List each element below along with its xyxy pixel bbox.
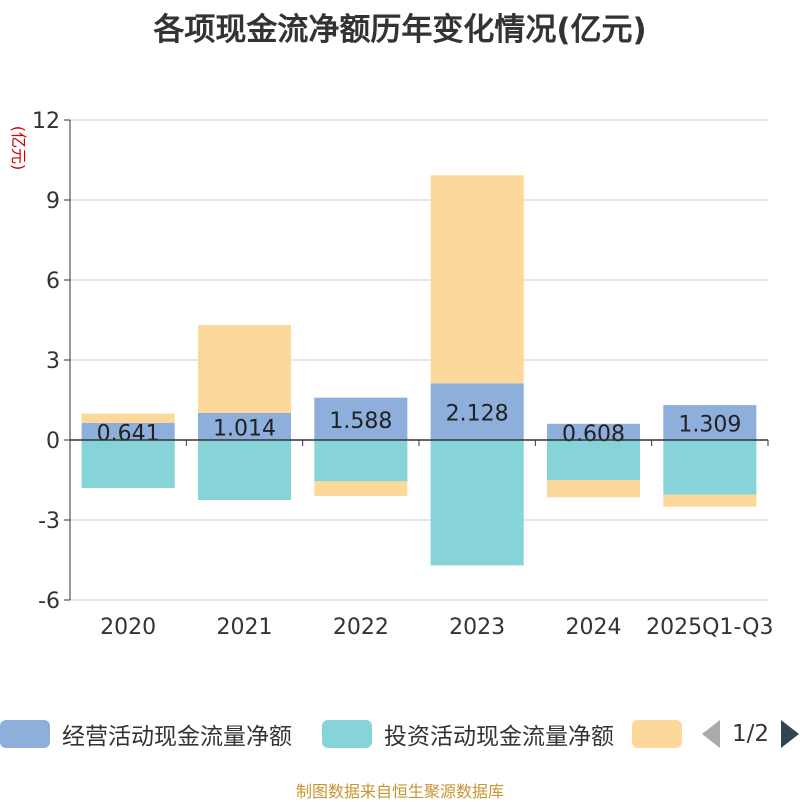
data-label: 2.128 (446, 402, 509, 427)
bar-investing (663, 440, 757, 495)
legend-swatch-financing (632, 720, 682, 748)
chart-title: 各项现金流净额历年变化情况(亿元) (153, 12, 647, 48)
bar-investing (314, 440, 408, 482)
legend-pager: 1/2 (702, 712, 800, 756)
bar-operating (197, 412, 292, 440)
x-tick-label: 2023 (449, 615, 505, 640)
y-axis-label: (亿元) (9, 126, 28, 171)
bar-operating (546, 423, 641, 440)
bar-operating (663, 405, 757, 440)
y-tick-label: -6 (38, 589, 60, 614)
y-tick-label: 9 (46, 189, 60, 214)
data-label: 0.608 (562, 422, 625, 447)
y-tick-label: -3 (38, 509, 60, 534)
bar-investing (197, 440, 292, 500)
bar-other (314, 481, 408, 496)
bar-operating (314, 397, 408, 440)
legend-swatch-operating (0, 720, 50, 748)
bar-other (197, 324, 292, 413)
bar-other (430, 175, 524, 384)
x-tick-label: 2022 (333, 615, 389, 640)
legend: 经营活动现金流量净额 投资活动现金流量净额 1/2 (0, 712, 800, 756)
data-label: 1.588 (329, 409, 392, 434)
legend-item-investing[interactable]: 投资活动现金流量净额 (322, 712, 614, 756)
legend-item-financing[interactable] (632, 712, 682, 756)
legend-item-operating[interactable]: 经营活动现金流量净额 (0, 712, 292, 756)
y-tick-label: 6 (46, 269, 60, 294)
bar-other (546, 480, 641, 498)
bar-investing (546, 440, 641, 480)
bar-investing (81, 440, 175, 488)
source-note: 制图数据来自恒生聚源数据库 (295, 782, 504, 801)
legend-label-operating: 经营活动现金流量净额 (62, 724, 292, 750)
y-tick-label: 0 (46, 429, 60, 454)
bar-other (663, 494, 757, 507)
data-label: 0.641 (97, 421, 160, 446)
x-tick-label: 2025Q1-Q3 (646, 615, 773, 640)
legend-label-investing: 投资活动现金流量净额 (384, 724, 614, 750)
x-tick-label: 2020 (100, 615, 156, 640)
legend-next-arrow-icon[interactable] (781, 720, 800, 748)
x-tick-label: 2024 (566, 615, 622, 640)
data-label: 1.309 (678, 413, 741, 438)
data-label: 1.014 (213, 416, 276, 441)
chart: 12 9 6 3 0 -3 -6 (亿元) 0.641 1.014 1.588 2.128 0.608 1… (9, 109, 774, 640)
legend-page-number: 1/2 (732, 721, 770, 747)
y-tick-label: 3 (46, 349, 60, 374)
bar-investing (430, 440, 524, 566)
y-tick-label: 12 (32, 109, 60, 134)
legend-swatch-investing (322, 720, 372, 748)
bar-other (81, 413, 175, 423)
bar-operating (430, 383, 524, 440)
bar-operating (81, 422, 175, 440)
x-tick-label: 2021 (217, 615, 273, 640)
legend-prev-arrow-icon[interactable] (702, 720, 720, 748)
